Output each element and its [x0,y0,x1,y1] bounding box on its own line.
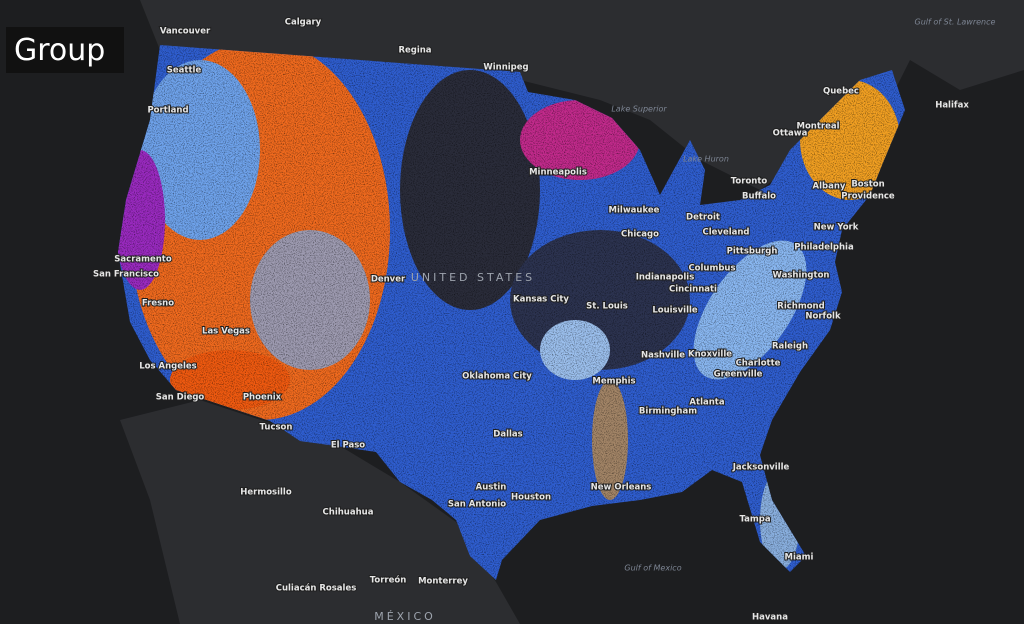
place-label: Sacramento [114,255,172,265]
place-label: Los Angeles [139,362,197,372]
place-label: Richmond [777,302,824,312]
place-label: Tucson [260,423,293,433]
place-label: Buffalo [742,192,776,202]
place-label: Winnipeg [483,63,528,73]
place-label: Cincinnati [669,285,717,295]
place-label: UNITED STATES [411,271,535,284]
place-label: Toronto [731,177,768,187]
place-label: San Antonio [448,500,506,510]
place-label: Providence [841,192,895,202]
canada-land [0,0,1024,190]
place-label: Calgary [285,18,322,28]
place-label: Philadelphia [794,243,854,253]
place-label: Miami [785,553,814,563]
place-labels: Vancouver Calgary Regina Winnipeg Seattle Por… [92,17,996,624]
place-label: Lake Huron [683,155,729,164]
place-label: Charlotte [736,359,781,369]
place-label: San Francisco [93,270,159,280]
place-label: Monterrey [418,577,468,587]
place-label: Regina [398,46,431,56]
place-label: Lake Superior [611,105,667,114]
place-label: St. Louis [586,302,628,312]
place-label: Portland [147,106,188,116]
place-label: Phoenix [243,393,282,403]
place-label: Memphis [592,377,635,387]
place-label: Dallas [493,430,522,440]
place-label: New York [814,223,859,233]
place-label: Nashville [641,351,685,361]
place-label: Columbus [688,264,735,274]
place-label: San Diego [156,393,205,403]
place-label: Detroit [686,213,720,223]
place-label: Denver [371,275,406,285]
place-label: Kansas City [513,295,569,305]
place-label: Gulf of Mexico [624,564,681,573]
place-label: Quebec [823,87,859,97]
place-label: Havana [752,613,788,623]
place-label: Knoxville [688,350,732,360]
place-label: Las Vegas [202,327,250,337]
place-label: Austin [476,483,507,493]
place-label: Fresno [142,299,174,309]
place-label: Oklahoma City [462,372,532,382]
place-label: Seattle [167,66,202,76]
place-label: Albany [813,182,846,192]
place-label: MÉXICO [374,610,436,623]
place-label: Raleigh [772,342,808,352]
place-label: Hermosillo [240,488,292,498]
place-label: New Orleans [591,483,652,493]
place-label: Jacksonville [732,463,790,473]
place-label: Minneapolis [529,168,587,178]
place-label: Louisville [652,306,698,316]
place-label: Milwaukee [609,206,660,216]
place-label: Cleveland [702,228,749,238]
group-badge [6,27,124,73]
place-label: Chicago [621,230,659,240]
place-label: Indianapolis [636,273,695,283]
place-label: Torreón [370,575,407,586]
place-label: Vancouver [160,27,211,37]
place-label: Houston [511,493,551,503]
place-label: Culiacán Rosales [276,584,357,594]
group-label: Group [14,33,105,68]
place-label: Birmingham [639,407,697,417]
place-label: Pittsburgh [727,247,778,257]
place-label: Greenville [714,370,763,380]
place-label: Ottawa [773,129,808,139]
place-label: Montreal [796,122,839,132]
place-label: Norfolk [805,312,841,322]
place-label: Tampa [739,515,770,525]
mexico-land [120,400,520,624]
place-label: El Paso [331,441,365,451]
place-label: Boston [851,180,884,190]
place-label: Halifax [935,101,969,111]
place-label: Gulf of St. Lawrence [915,18,996,27]
place-label: Chihuahua [323,508,374,518]
place-label: Atlanta [689,398,724,408]
place-label: Washington [773,271,830,281]
